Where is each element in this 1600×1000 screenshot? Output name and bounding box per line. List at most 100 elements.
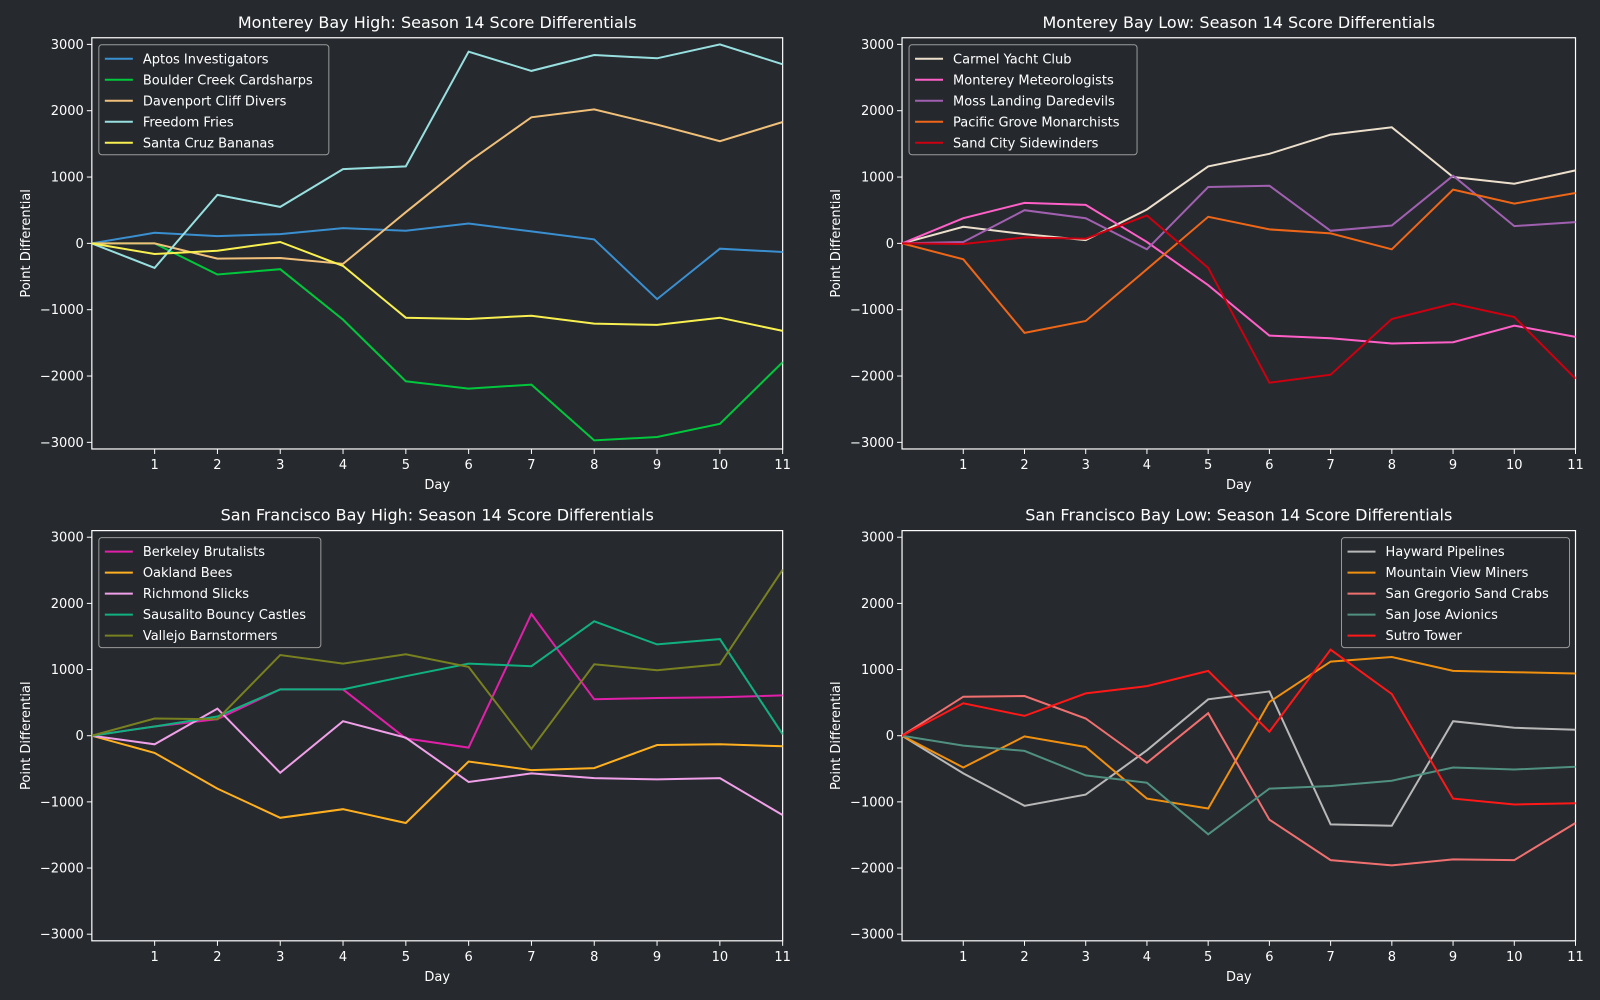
chart-monterey-bay-low: Monterey Bay Low: Season 14 Score Differ… bbox=[829, 13, 1584, 493]
x-tick-label: 3 bbox=[1082, 950, 1090, 965]
x-tick-label: 7 bbox=[527, 950, 535, 965]
y-tick-label: 3000 bbox=[861, 531, 894, 546]
y-tick-label: 1000 bbox=[861, 171, 894, 186]
legend: Aptos Investigators Boulder Creek Cardsha… bbox=[98, 44, 330, 156]
series-line-monterey-meteorologists bbox=[902, 201, 1576, 345]
legend-entry: Davenport Cliff Divers bbox=[143, 94, 287, 109]
series-line-moss-landing-daredevils bbox=[902, 174, 1576, 251]
x-tick-label: 11 bbox=[1567, 458, 1584, 473]
legend-entry: Sausalito Bouncy Castles bbox=[143, 608, 306, 623]
x-tick-label: 8 bbox=[590, 950, 598, 965]
y-tick-label: 2000 bbox=[51, 597, 84, 612]
series-line-sutro-tower bbox=[902, 648, 1576, 806]
y-axis-label: Point Differential bbox=[829, 681, 844, 790]
legend-entry: San Jose Avionics bbox=[1386, 608, 1499, 623]
legend-entry: Boulder Creek Cardsharps bbox=[143, 73, 313, 88]
x-tick-label: 7 bbox=[1326, 458, 1334, 473]
legend-entry: Vallejo Barnstormers bbox=[143, 629, 278, 644]
legend-box bbox=[908, 44, 1138, 156]
y-tick-label: 2000 bbox=[51, 104, 84, 119]
x-tick-label: 11 bbox=[774, 458, 791, 473]
series-line-boulder-creek-cardsharps bbox=[91, 242, 783, 442]
y-tick-label: 3000 bbox=[861, 38, 894, 53]
x-tick-label: 10 bbox=[1506, 458, 1523, 473]
legend-entry: Moss Landing Daredevils bbox=[953, 94, 1115, 109]
chart-title: San Francisco Bay Low: Season 14 Score D… bbox=[1025, 506, 1452, 525]
legend-entry: Richmond Slicks bbox=[143, 587, 249, 602]
y-tick-label: −2000 bbox=[850, 370, 894, 385]
series-line-san-jose-avionics bbox=[902, 734, 1576, 836]
x-tick-label: 3 bbox=[1082, 458, 1090, 473]
chart-title: San Francisco Bay High: Season 14 Score … bbox=[221, 506, 654, 525]
y-tick-label: −3000 bbox=[40, 928, 84, 943]
series-line-aptos-investigators bbox=[91, 222, 783, 301]
chart-title: Monterey Bay Low: Season 14 Score Differ… bbox=[1042, 13, 1435, 32]
series-line-carmel-yacht-club bbox=[902, 126, 1576, 245]
x-tick-label: 10 bbox=[712, 458, 729, 473]
x-tick-label: 5 bbox=[1204, 458, 1212, 473]
y-tick-label: 3000 bbox=[51, 531, 84, 546]
y-tick-label: 2000 bbox=[861, 597, 894, 612]
legend-entry: Sutro Tower bbox=[1386, 629, 1463, 644]
y-axis-label: Point Differential bbox=[19, 189, 34, 298]
series-line-pacific-grove-monarchists bbox=[902, 188, 1576, 334]
x-tick-label: 8 bbox=[590, 458, 598, 473]
x-tick-label: 9 bbox=[1449, 950, 1457, 965]
x-tick-label: 9 bbox=[1449, 458, 1457, 473]
x-tick-label: 2 bbox=[1020, 458, 1028, 473]
series-line-oakland-bees bbox=[91, 734, 783, 825]
x-tick-label: 6 bbox=[465, 950, 473, 965]
y-tick-label: 1000 bbox=[51, 663, 84, 678]
x-tick-label: 5 bbox=[402, 950, 410, 965]
y-tick-label: −2000 bbox=[40, 862, 84, 877]
legend-entry: Oakland Bees bbox=[143, 566, 233, 581]
chart-title: Monterey Bay High: Season 14 Score Diffe… bbox=[238, 13, 637, 32]
series-line-santa-cruz-bananas bbox=[91, 240, 783, 332]
y-tick-label: 0 bbox=[886, 237, 894, 252]
x-tick-label: 5 bbox=[402, 458, 410, 473]
legend-entry: San Gregorio Sand Crabs bbox=[1386, 587, 1549, 602]
x-tick-label: 10 bbox=[1506, 950, 1523, 965]
x-axis-label: Day bbox=[1226, 970, 1252, 985]
legend-box bbox=[98, 537, 322, 649]
x-tick-label: 5 bbox=[1204, 950, 1212, 965]
y-tick-label: −3000 bbox=[850, 928, 894, 943]
x-tick-label: 3 bbox=[276, 950, 284, 965]
y-tick-label: 3000 bbox=[51, 38, 84, 53]
y-tick-label: −3000 bbox=[850, 436, 894, 451]
x-tick-label: 3 bbox=[276, 458, 284, 473]
x-tick-label: 4 bbox=[339, 458, 347, 473]
chart-monterey-bay-high: Monterey Bay High: Season 14 Score Diffe… bbox=[19, 13, 791, 493]
x-tick-label: 6 bbox=[465, 458, 473, 473]
x-tick-label: 8 bbox=[1388, 950, 1396, 965]
legend-box bbox=[1341, 537, 1571, 649]
legend-entry: Carmel Yacht Club bbox=[953, 52, 1071, 67]
series-line-mountain-view-miners bbox=[902, 655, 1576, 810]
series-line-hayward-pipelines bbox=[902, 690, 1576, 827]
x-tick-label: 1 bbox=[150, 950, 158, 965]
series-line-vallejo-barnstormers bbox=[91, 569, 783, 751]
y-tick-label: −2000 bbox=[40, 370, 84, 385]
series-line-berkeley-brutalists bbox=[91, 612, 783, 749]
x-axis-label: Day bbox=[1226, 478, 1252, 493]
series-line-richmond-slicks bbox=[91, 707, 783, 816]
series-line-davenport-cliff-divers bbox=[91, 108, 783, 265]
x-tick-label: 6 bbox=[1265, 458, 1273, 473]
x-axis-label: Day bbox=[424, 970, 450, 985]
y-tick-label: 0 bbox=[886, 729, 894, 744]
x-tick-label: 7 bbox=[527, 458, 535, 473]
legend-entry: Monterey Meteorologists bbox=[953, 73, 1114, 88]
legend-entry: Hayward Pipelines bbox=[1386, 545, 1505, 560]
legend-entry: Mountain View Miners bbox=[1386, 566, 1529, 581]
y-tick-label: −1000 bbox=[40, 303, 84, 318]
y-tick-label: −3000 bbox=[40, 436, 84, 451]
y-tick-label: −1000 bbox=[40, 795, 84, 810]
y-tick-label: 0 bbox=[76, 237, 84, 252]
legend-entry: Santa Cruz Bananas bbox=[143, 136, 275, 151]
x-tick-label: 4 bbox=[1143, 458, 1151, 473]
x-axis-label: Day bbox=[424, 478, 450, 493]
x-tick-label: 4 bbox=[339, 950, 347, 965]
y-tick-label: −2000 bbox=[850, 862, 894, 877]
x-tick-label: 1 bbox=[150, 458, 158, 473]
